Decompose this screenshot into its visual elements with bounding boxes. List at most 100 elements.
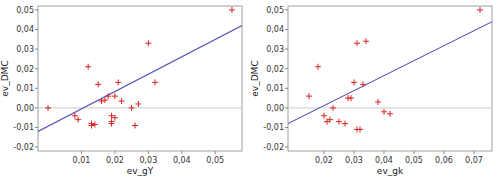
y-tick bbox=[35, 68, 38, 69]
scatter-point bbox=[348, 95, 354, 101]
figure: 0,010,020,030,040,05-0,02-0,010,000,010,… bbox=[0, 0, 500, 177]
scatter-point bbox=[145, 40, 151, 46]
y-tick-label: 0,01 bbox=[266, 84, 284, 93]
y-tick-label: -0,01 bbox=[13, 123, 34, 132]
x-tick-label: 0,01 bbox=[73, 156, 91, 165]
scatter-point bbox=[330, 105, 336, 111]
scatter-point bbox=[112, 93, 118, 99]
x-tick bbox=[148, 151, 149, 154]
x-tick-label: 0,07 bbox=[465, 156, 483, 165]
x-tick-label: 0,05 bbox=[405, 156, 423, 165]
plot-frame bbox=[38, 6, 242, 151]
y-tick-label: -0,01 bbox=[263, 123, 284, 132]
y-tick bbox=[35, 88, 38, 89]
scatter-point bbox=[72, 113, 78, 119]
y-tick bbox=[285, 127, 288, 128]
scatter-point bbox=[342, 121, 348, 127]
regression-line bbox=[288, 22, 492, 124]
x-tick-label: 0,05 bbox=[206, 156, 224, 165]
scatter-point bbox=[229, 7, 235, 13]
y-tick-label: -0,02 bbox=[13, 143, 34, 152]
scatter-point bbox=[321, 113, 327, 119]
x-tick bbox=[414, 151, 415, 154]
x-tick-label: 0,02 bbox=[315, 156, 333, 165]
scatter-point bbox=[129, 105, 135, 111]
y-tick bbox=[35, 127, 38, 128]
scatter-point bbox=[109, 119, 115, 125]
y-tick bbox=[285, 107, 288, 108]
y-tick-label: 0,04 bbox=[16, 25, 34, 34]
y-tick bbox=[285, 88, 288, 89]
y-tick-label: 0,00 bbox=[266, 104, 284, 113]
scatter-point bbox=[85, 64, 91, 70]
scatter-point bbox=[152, 79, 158, 85]
x-tick-label: 0,06 bbox=[435, 156, 453, 165]
scatter-point bbox=[99, 98, 105, 104]
y-axis-label: ev_DMC bbox=[0, 60, 10, 96]
x-tick-label: 0,04 bbox=[375, 156, 393, 165]
scatter-point bbox=[115, 79, 121, 85]
y-tick-label: 0,00 bbox=[16, 104, 34, 113]
scatter-point bbox=[375, 99, 381, 105]
panel: 0,01 0,02 0,03 0,04 0,05 -0,02 -0,01 0,00 0,01 0,… bbox=[0, 6, 242, 176]
scatter-point bbox=[381, 109, 387, 115]
x-axis-label: ev_gY bbox=[127, 166, 154, 176]
x-tick bbox=[181, 151, 182, 154]
scatter-point bbox=[92, 122, 98, 128]
scatter-point bbox=[135, 101, 141, 107]
scatter-point bbox=[89, 121, 95, 127]
y-tick-label: 0,02 bbox=[266, 65, 284, 74]
x-tick-label: 0,04 bbox=[173, 156, 191, 165]
scatter-point bbox=[363, 38, 369, 44]
scatter-point bbox=[95, 81, 101, 87]
plot-area bbox=[38, 7, 242, 131]
scatter-point bbox=[315, 64, 321, 70]
plot-area bbox=[288, 7, 492, 133]
x-tick bbox=[81, 151, 82, 154]
scatter-point bbox=[351, 79, 357, 85]
y-tick-label: 0,02 bbox=[16, 65, 34, 74]
y-tick-label: 0,03 bbox=[16, 45, 34, 54]
y-tick bbox=[35, 49, 38, 50]
x-tick bbox=[384, 151, 385, 154]
scatter-point bbox=[112, 115, 118, 121]
y-tick-label: 0,05 bbox=[266, 6, 284, 15]
scatter-point bbox=[105, 93, 111, 99]
y-tick bbox=[285, 68, 288, 69]
y-tick bbox=[35, 147, 38, 148]
scatter-point bbox=[477, 7, 483, 13]
x-tick-label: 0,03 bbox=[139, 156, 157, 165]
scatter-point bbox=[387, 111, 393, 117]
y-tick bbox=[285, 29, 288, 30]
scatter-point bbox=[102, 97, 108, 103]
x-tick bbox=[474, 151, 475, 154]
y-tick-label: 0,01 bbox=[16, 84, 34, 93]
y-tick bbox=[35, 9, 38, 10]
y-tick bbox=[285, 9, 288, 10]
x-tick bbox=[215, 151, 216, 154]
y-tick-label: 0,05 bbox=[16, 6, 34, 15]
y-tick bbox=[285, 147, 288, 148]
scatter-point bbox=[75, 117, 81, 123]
y-tick-label: 0,03 bbox=[266, 45, 284, 54]
panel: 0,02 0,03 0,04 0,05 0,06 0,07 -0,02 -0,01 0,00 0,… bbox=[250, 6, 492, 176]
y-tick bbox=[285, 49, 288, 50]
y-tick-label: -0,02 bbox=[263, 143, 284, 152]
y-tick bbox=[35, 29, 38, 30]
scatter-point bbox=[306, 93, 312, 99]
x-tick bbox=[324, 151, 325, 154]
reference-line bbox=[38, 107, 242, 108]
scatter-point bbox=[45, 105, 51, 111]
y-tick-label: 0,04 bbox=[266, 25, 284, 34]
y-tick bbox=[35, 107, 38, 108]
scatter-point bbox=[327, 117, 333, 123]
x-tick bbox=[114, 151, 115, 154]
scatter-point bbox=[119, 98, 125, 104]
x-tick-label: 0,02 bbox=[106, 156, 124, 165]
plot-frame bbox=[288, 6, 492, 151]
regression-line bbox=[38, 26, 242, 132]
scatter-point bbox=[354, 40, 360, 46]
y-axis-label: ev_DMC bbox=[250, 60, 260, 96]
x-tick bbox=[354, 151, 355, 154]
scatter-point bbox=[336, 119, 342, 125]
